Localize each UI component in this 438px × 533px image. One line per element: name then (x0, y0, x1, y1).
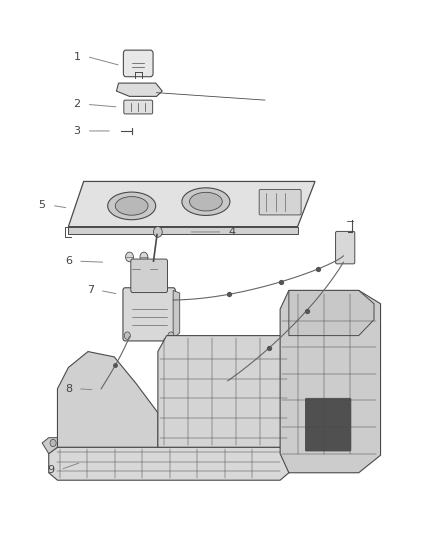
Text: 6: 6 (65, 256, 72, 266)
Polygon shape (42, 438, 57, 454)
Circle shape (150, 264, 157, 273)
Text: 4: 4 (229, 227, 236, 237)
Polygon shape (158, 336, 289, 447)
Text: 2: 2 (74, 99, 81, 109)
FancyBboxPatch shape (123, 288, 175, 341)
Circle shape (126, 252, 134, 262)
Polygon shape (68, 227, 297, 233)
Circle shape (132, 264, 140, 273)
Ellipse shape (182, 188, 230, 215)
Text: 5: 5 (39, 200, 46, 211)
Text: 8: 8 (65, 384, 72, 394)
Text: 7: 7 (87, 286, 94, 295)
FancyBboxPatch shape (131, 259, 167, 293)
Text: 9: 9 (47, 465, 54, 474)
Circle shape (140, 252, 148, 262)
Polygon shape (173, 290, 180, 338)
Circle shape (50, 439, 56, 447)
Ellipse shape (190, 192, 222, 211)
Polygon shape (117, 83, 162, 96)
Text: 1: 1 (74, 52, 81, 61)
FancyBboxPatch shape (124, 50, 153, 77)
Polygon shape (57, 352, 158, 447)
Text: 3: 3 (74, 126, 81, 136)
FancyBboxPatch shape (336, 231, 355, 264)
Polygon shape (280, 290, 381, 473)
Polygon shape (49, 447, 289, 480)
FancyBboxPatch shape (124, 100, 152, 114)
Circle shape (153, 227, 162, 237)
FancyBboxPatch shape (305, 398, 351, 451)
Ellipse shape (115, 197, 148, 215)
Polygon shape (289, 290, 374, 336)
Polygon shape (68, 181, 315, 227)
Circle shape (124, 332, 131, 340)
FancyBboxPatch shape (259, 189, 301, 215)
Circle shape (168, 332, 174, 340)
Ellipse shape (108, 192, 155, 220)
